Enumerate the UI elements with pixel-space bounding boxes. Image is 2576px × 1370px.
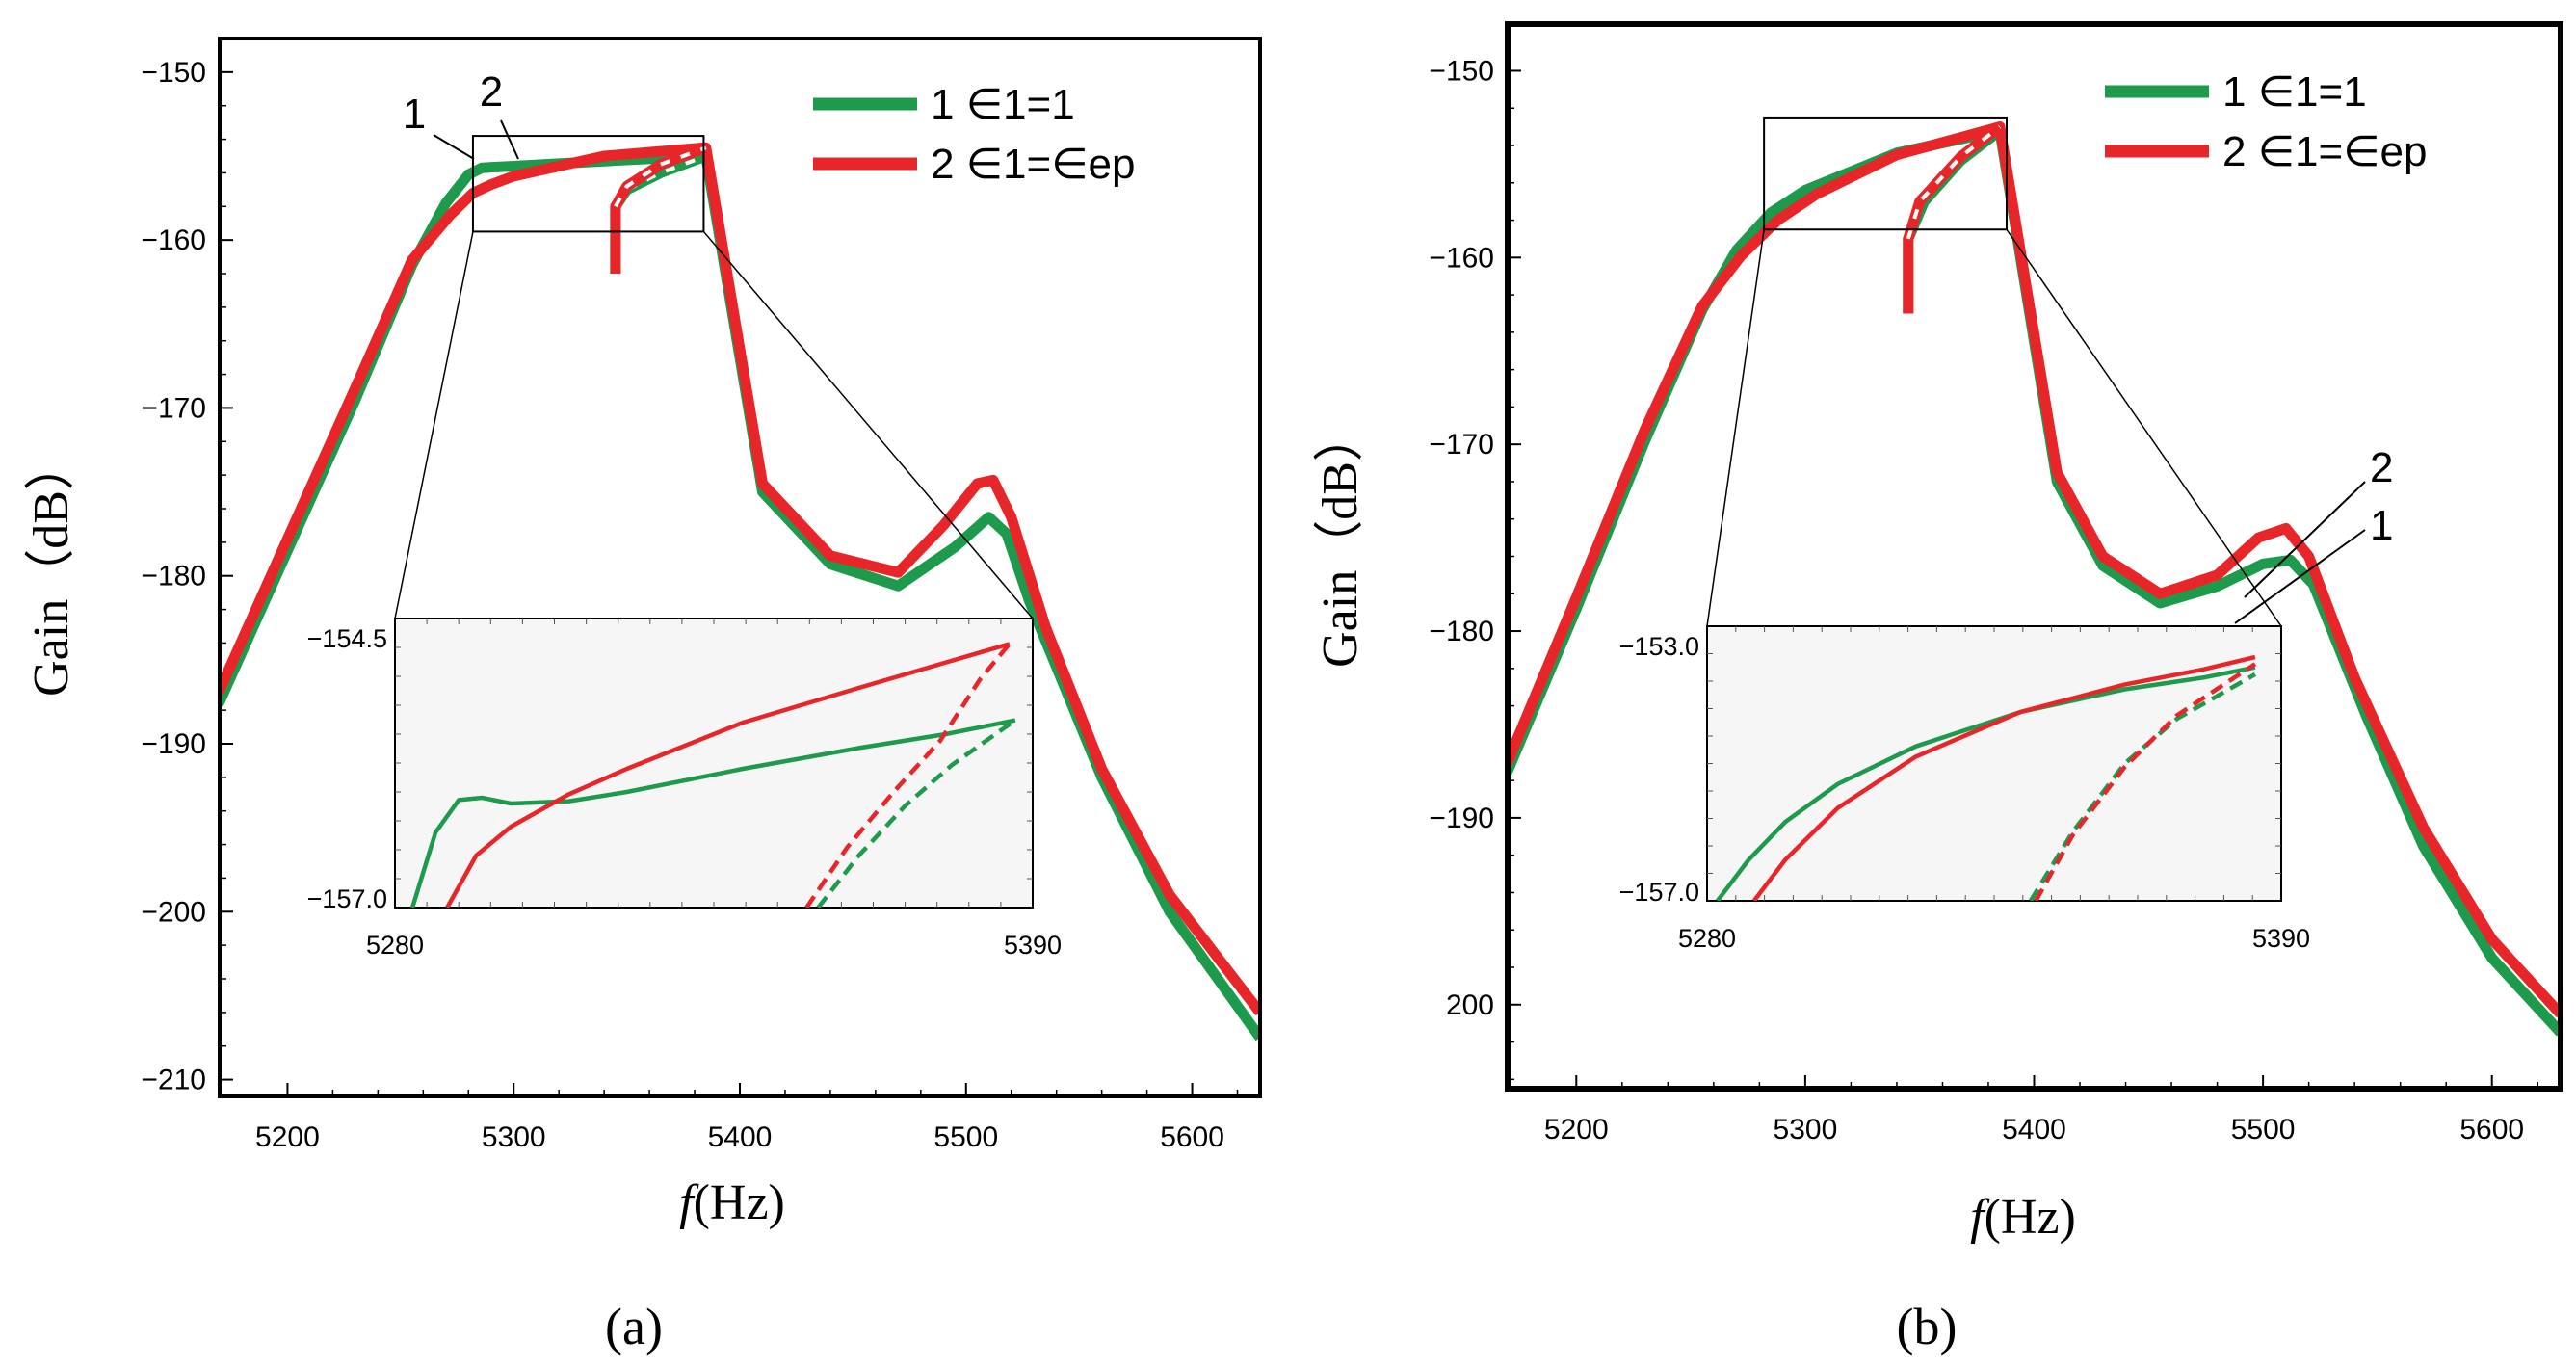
series-2-lower-branch (220, 142, 709, 696)
panel-b: 5200 5300 5400 5500 5600 −150 −160 −170 −180 −190… (1313, 21, 2563, 1356)
x-tick-label: 5600 (2459, 1114, 2524, 1146)
x-axis-title-unit: (Hz) (1985, 1190, 2076, 1245)
y-tick-label: −200 (141, 896, 206, 928)
zoom-connector-line (394, 231, 474, 619)
callout-leader-line (2244, 481, 2366, 598)
inset-y-tick-label: −154.5 (307, 624, 387, 653)
y-axis-title: Gain（dB） (1313, 411, 1368, 668)
legend-label: 2 ∈1=∈ep (2222, 128, 2427, 175)
inset-series-2-dashed (2034, 662, 2257, 901)
y-tick-label: −170 (1429, 429, 1494, 461)
plot-area (220, 39, 1260, 1096)
y-tick-label: −160 (1429, 242, 1494, 274)
inset-panel (1706, 625, 2282, 902)
panel-label: (a) (605, 1298, 663, 1356)
inset-curves (1716, 654, 2257, 901)
curves (1508, 121, 2561, 1037)
curves (220, 142, 1260, 1041)
inset-series-1-solid (1716, 665, 2256, 901)
inset-x-tick-label: 5280 (366, 931, 424, 960)
x-tick-label: 5300 (1774, 1114, 1838, 1146)
x-tick-label: 5400 (2002, 1114, 2066, 1146)
curve-callout-label: 1 (2370, 502, 2393, 549)
callout-leader-line (433, 134, 475, 160)
series-2-lower-branch (1508, 121, 2006, 768)
inset-panel (394, 618, 1034, 909)
x-tick-label: 5500 (933, 1121, 998, 1153)
y-tick-label: −190 (141, 728, 206, 760)
y-tick-label: −190 (1429, 803, 1494, 834)
legend-label: 2 ∈1=∈ep (931, 141, 1135, 188)
x-tick-label: 5500 (2231, 1114, 2296, 1146)
legend-label: 1 ∈1=1 (2222, 68, 2367, 116)
inset-series-2-solid (1752, 654, 2256, 901)
inset-series-1-dashed (816, 718, 1017, 908)
plot-frame (1505, 21, 2563, 1092)
y-tick-label: −180 (1429, 616, 1494, 647)
inset-y-tick-label: −157.0 (1619, 878, 1699, 907)
panel-label: (b) (1897, 1298, 1958, 1356)
inset-series-2-dashed (804, 642, 1012, 908)
y-tick-label: −150 (1429, 55, 1494, 87)
x-tick-label: 5600 (1160, 1121, 1224, 1153)
plot-area (1508, 24, 2561, 1089)
inset-y-tick-label: −153.0 (1619, 632, 1699, 661)
y-tick-label: −160 (141, 224, 206, 256)
x-tick-label: 5300 (482, 1121, 546, 1153)
zoom-box (1763, 116, 2008, 231)
curve-callout-label: 1 (403, 91, 426, 138)
y-tick-label: −150 (141, 57, 206, 89)
x-tick-label: 5200 (255, 1121, 320, 1153)
x-tick-label: 5200 (1544, 1114, 1609, 1146)
inset-series-2-solid (445, 642, 1011, 908)
inset-x-tick-label: 5390 (1004, 931, 1062, 960)
inset-curves (409, 642, 1017, 908)
callout-leader-line (500, 119, 519, 160)
series-2-unstable-branch (614, 145, 707, 208)
zoom-connector-line (702, 230, 1034, 619)
legend: 1 ∈1=1 2 ∈1=∈ep (813, 81, 1135, 188)
curve-callout-label: 2 (2370, 444, 2393, 491)
y-axis-title: Gain（dB） (24, 440, 79, 697)
curve-callout-label: 2 (480, 68, 503, 116)
x-axis-title: f(Hz) (679, 1175, 785, 1230)
plot-frame (218, 37, 1262, 1098)
inset-x-tick-label: 5390 (2252, 924, 2310, 953)
x-axis-title-unit: (Hz) (694, 1175, 785, 1230)
inset-series-1-solid (409, 718, 1016, 908)
inset-y-tick-label: −157.0 (307, 884, 387, 913)
y-tick-label: −210 (141, 1065, 206, 1096)
inset-x-tick-label: 5280 (1678, 924, 1736, 953)
panel-a: 5200 5300 5400 5500 5600 −150 −160 −170 −180 −190… (24, 37, 1262, 1356)
y-tick-label: −170 (141, 392, 206, 424)
zoom-box (471, 135, 705, 233)
series-2-unstable-branch (1906, 125, 2002, 240)
y-tick-label: 200 (1446, 989, 1494, 1021)
x-axis-title: f(Hz) (1970, 1190, 2076, 1245)
legend-label: 1 ∈1=1 (931, 81, 1075, 128)
callout-leader-line (2234, 529, 2366, 624)
zoom-connector-line (1706, 229, 1765, 627)
legend: 1 ∈1=1 2 ∈1=∈ep (2105, 68, 2427, 175)
y-tick-label: −180 (141, 561, 206, 593)
zoom-connector-line (2006, 228, 2282, 627)
x-tick-label: 5400 (708, 1121, 773, 1153)
